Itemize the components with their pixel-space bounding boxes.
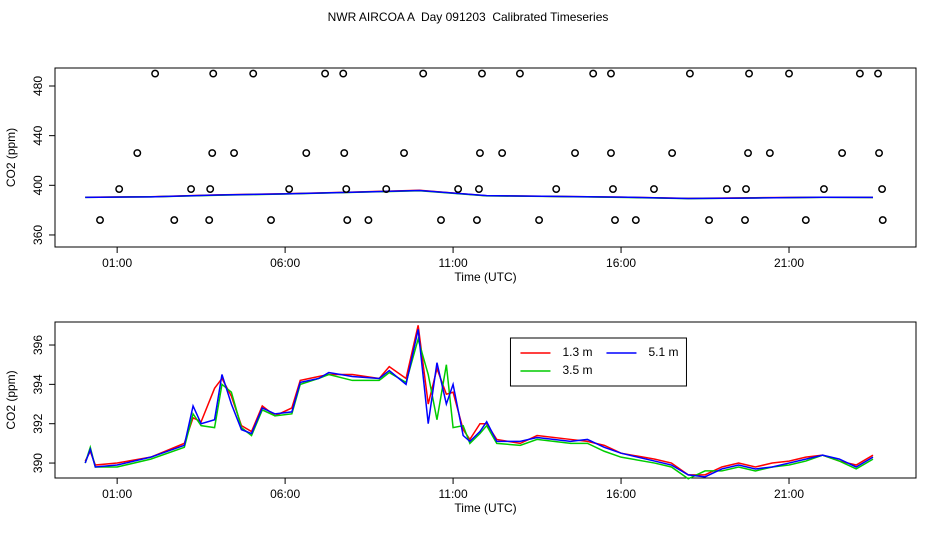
scatter-point [498, 149, 507, 157]
y-axis-label: CO2 (ppm) [4, 370, 18, 429]
x-axis-label: Time (UTC) [454, 501, 516, 515]
scatter-point [515, 69, 524, 78]
x-tick-label: 16:00 [606, 487, 636, 501]
scatter-point [472, 216, 481, 225]
x-tick-label: 21:00 [774, 487, 804, 501]
y-tick-label: 400 [31, 175, 45, 195]
scatter-point [340, 149, 349, 157]
scatter-point [267, 216, 275, 225]
scatter-point [302, 149, 311, 157]
scatter-point [722, 185, 731, 193]
scatter-point [170, 216, 179, 225]
scatter-point [339, 69, 348, 78]
scatter-point [230, 149, 239, 157]
scatter-point [571, 149, 579, 157]
y-axis-label: CO2 (ppm) [4, 128, 18, 187]
scatter-point [631, 216, 640, 225]
scatter-point [668, 149, 677, 157]
scatter-point [187, 185, 196, 193]
scatter-point [419, 69, 428, 78]
scatter-point [745, 69, 753, 78]
scatter-point [400, 149, 408, 157]
scatter-point [535, 216, 544, 225]
legend-box [509, 337, 687, 387]
scatter-point [96, 216, 104, 225]
scatter-point [133, 149, 142, 157]
scatter-point [878, 185, 887, 193]
scatter-point [820, 185, 828, 193]
scatter-point [382, 185, 391, 193]
x-tick-label: 21:00 [774, 256, 804, 270]
series-line [84, 329, 874, 478]
scatter-point [454, 185, 463, 193]
scatter-point [474, 185, 483, 193]
scatter-point [741, 216, 749, 225]
chart-title: NWR AIRCOA A Day 091203 Calibrated Times… [328, 10, 609, 24]
x-tick-label: 06:00 [270, 256, 300, 270]
scatter-point [321, 69, 330, 78]
scatter-point [249, 69, 258, 78]
y-tick-label: 394 [31, 374, 45, 394]
scatter-point [552, 185, 561, 193]
y-tick-label: 392 [31, 413, 45, 433]
scatter-point [650, 185, 658, 193]
scatter-point [855, 69, 864, 78]
x-tick-label: 16:00 [606, 256, 636, 270]
legend-label: 3.5 m [562, 363, 592, 377]
y-tick-label: 360 [31, 225, 45, 245]
scatter-point [765, 149, 774, 157]
scatter-point [478, 69, 486, 78]
x-tick-label: 11:00 [439, 256, 468, 270]
scatter-point [785, 69, 793, 78]
scatter-point [589, 69, 598, 78]
legend-label: 1.3 m [562, 345, 592, 359]
scatter-point [611, 216, 619, 225]
scatter-point [609, 185, 617, 193]
scatter-point [878, 216, 887, 225]
y-tick-label: 396 [31, 335, 45, 355]
y-tick-label: 390 [31, 453, 45, 473]
scatter-point [115, 185, 124, 193]
scatter-point [342, 185, 351, 193]
scatter-point [742, 185, 750, 193]
scatter-point [607, 69, 615, 78]
series-line [84, 336, 874, 480]
scatter-point [801, 216, 810, 225]
x-tick-label: 01:00 [102, 487, 132, 501]
series-line [84, 325, 874, 476]
scatter-point [206, 185, 215, 193]
x-tick-label: 01:00 [102, 256, 132, 270]
scatter-point [838, 149, 847, 157]
y-tick-label: 440 [31, 125, 45, 145]
series-line [85, 189, 874, 200]
scatter-point [205, 216, 214, 225]
y-tick-label: 480 [31, 76, 45, 96]
scatter-point [875, 149, 883, 157]
scatter-point [705, 216, 714, 225]
scatter-point [209, 69, 218, 78]
legend-label: 5.1 m [648, 345, 678, 359]
scatter-point [874, 69, 882, 78]
scatter-point [607, 149, 615, 157]
scatter-point [476, 149, 484, 157]
scatter-point [685, 69, 694, 78]
scatter-point [744, 149, 752, 157]
scatter-point [364, 216, 373, 225]
plot-frame [54, 321, 917, 479]
scatter-point [285, 185, 294, 193]
plot-frame [54, 67, 917, 248]
x-tick-label: 06:00 [270, 487, 300, 501]
scatter-point [437, 216, 445, 225]
x-axis-label: Time (UTC) [454, 270, 516, 284]
scatter-point [208, 149, 217, 157]
x-tick-label: 11:00 [439, 487, 468, 501]
scatter-point [151, 69, 160, 78]
scatter-point [343, 216, 352, 225]
